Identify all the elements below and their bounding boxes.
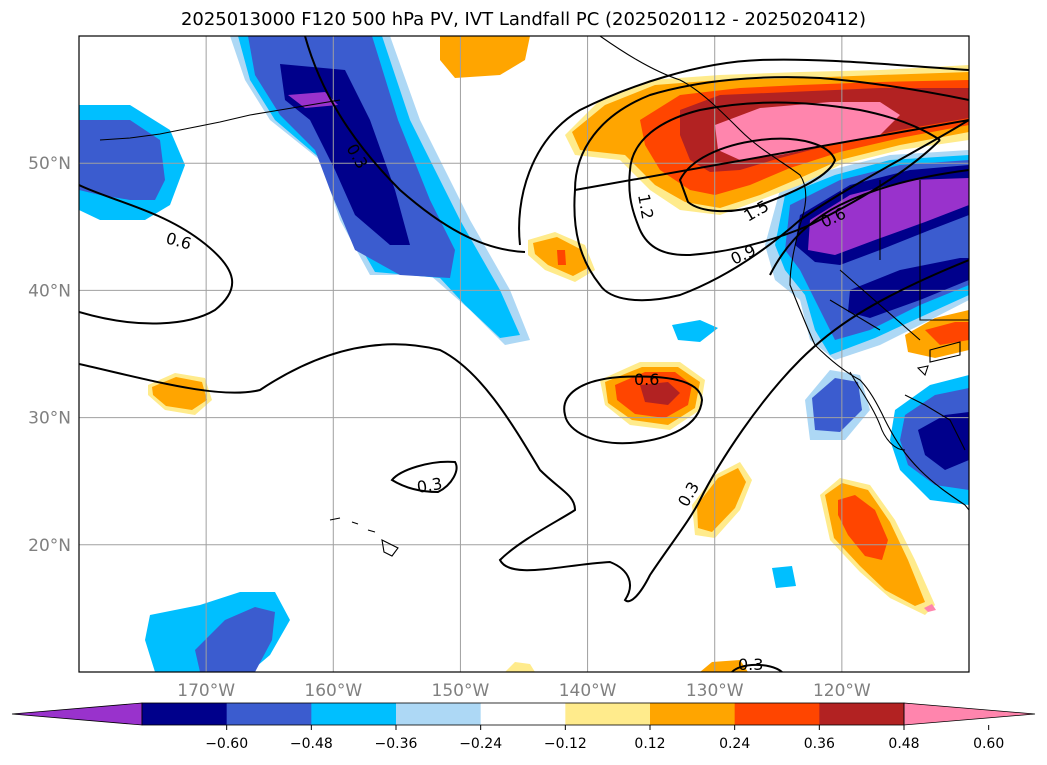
colorbar-segment-0 xyxy=(142,703,228,725)
colorbar-segment-6 xyxy=(650,703,736,725)
colorbar-frame xyxy=(141,702,905,726)
small-blob-cyan-2 xyxy=(772,566,796,588)
contour-0.3-east-upper xyxy=(769,169,969,276)
tiny-blob-pink xyxy=(924,604,936,612)
colorbar-segment-3 xyxy=(396,703,482,725)
colorbar-tick-1: −0.48 xyxy=(290,736,333,752)
west-small-blob-orange xyxy=(152,377,207,410)
colorbar-tick-3: −0.24 xyxy=(459,736,502,752)
bottom-blob-yellow xyxy=(505,662,535,672)
map-frame xyxy=(78,35,970,673)
contour-0.3-bottom xyxy=(731,663,783,672)
contour-1.5 xyxy=(678,137,837,213)
lat-label-0: 20°N xyxy=(28,536,71,556)
coastal-band-purple xyxy=(808,178,969,255)
lon-label-5: 120°W xyxy=(813,681,871,701)
colorbar-segment-5 xyxy=(565,703,651,725)
map-plot-area: 0.3 0.6 1.2 1.5 0.9 0.6 0.6 0.3 0.3 0.3 xyxy=(79,36,969,674)
colorbar-tick-6: 0.24 xyxy=(719,736,750,752)
lon-label-1: 160°W xyxy=(304,681,362,701)
colorbar-segment-8 xyxy=(819,703,905,725)
lat-label-1: 30°N xyxy=(28,409,71,429)
se-blob-redorange xyxy=(838,495,888,560)
small-blob-cyan xyxy=(672,320,718,342)
mexico-blob-navy xyxy=(918,412,969,470)
colorbar-tick-0: −0.60 xyxy=(205,736,248,752)
coastlines xyxy=(99,36,969,557)
colorbar-segment-1 xyxy=(226,703,312,725)
ivt-contours xyxy=(79,36,969,672)
baja-blob-royal xyxy=(812,378,862,432)
mid-blob-red xyxy=(557,250,566,265)
lat-label-2: 40°N xyxy=(28,281,71,301)
trough-band-navy xyxy=(280,64,410,245)
contour-ridge-outer xyxy=(518,58,969,246)
colorbar-extend-high xyxy=(903,702,1036,726)
contour-label-10: 0.3 xyxy=(738,655,763,674)
colorbar-tick-9: 0.60 xyxy=(973,736,1004,752)
contour-label-8: 0.3 xyxy=(415,474,443,497)
lon-label-2: 150°W xyxy=(432,681,490,701)
contour-0.3-big xyxy=(79,259,969,603)
colorbar-extend-low xyxy=(11,702,143,726)
lat-label-3: 50°N xyxy=(28,154,71,174)
contour-0.9 xyxy=(573,76,969,302)
contour-0.3-small xyxy=(390,460,458,494)
contour-label-3: 1.2 xyxy=(634,192,657,220)
aleutians xyxy=(99,99,341,141)
colorbar: −0.60 −0.48 −0.36 −0.24 −0.12 0.12 0.24 0.36 0.4… xyxy=(11,702,1036,752)
colorbar-segment-2 xyxy=(311,703,397,725)
colorbar-tick-8: 0.48 xyxy=(888,736,919,752)
colorbar-segment-4 xyxy=(480,703,566,725)
south-blob-royal xyxy=(195,607,275,672)
colorbar-tick-5: 0.12 xyxy=(634,736,665,752)
contour-0.6-subtropical xyxy=(563,375,704,445)
hawaii-islands xyxy=(329,517,399,557)
mexico-outline xyxy=(904,341,966,451)
state-borders xyxy=(829,180,969,341)
contour-0.6-west xyxy=(79,184,234,325)
plot-title: 2025013000 F120 500 hPa PV, IVT Landfall… xyxy=(180,9,867,30)
ridge-band-pink xyxy=(715,102,900,160)
lon-label-3: 140°W xyxy=(559,681,617,701)
trough-band-purple xyxy=(288,92,338,108)
colorbar-tick-2: −0.36 xyxy=(375,736,418,752)
lon-label-0: 170°W xyxy=(177,681,235,701)
colorbar-segment-7 xyxy=(734,703,820,725)
positive-pv-fills xyxy=(148,36,969,672)
contour-0.3-north xyxy=(304,36,526,253)
latitude-labels: 20°N 30°N 40°N 50°N xyxy=(28,154,71,556)
north-america-coastline xyxy=(599,36,969,511)
colorbar-tick-7: 0.36 xyxy=(804,736,835,752)
tilted-blob-orange xyxy=(697,468,746,532)
baja-coastline xyxy=(849,371,906,451)
contour-label-7: 0.6 xyxy=(634,370,659,389)
north-blob-orange xyxy=(440,36,530,78)
east-small-blob-redorange xyxy=(925,322,969,345)
lon-label-4: 130°W xyxy=(686,681,744,701)
colorbar-tick-4: −0.12 xyxy=(544,736,587,752)
contour-1.2 xyxy=(628,101,941,257)
longitude-labels: 170°W 160°W 150°W 140°W 130°W 120°W xyxy=(177,681,871,701)
subtropical-blob-firebrick xyxy=(640,382,680,405)
